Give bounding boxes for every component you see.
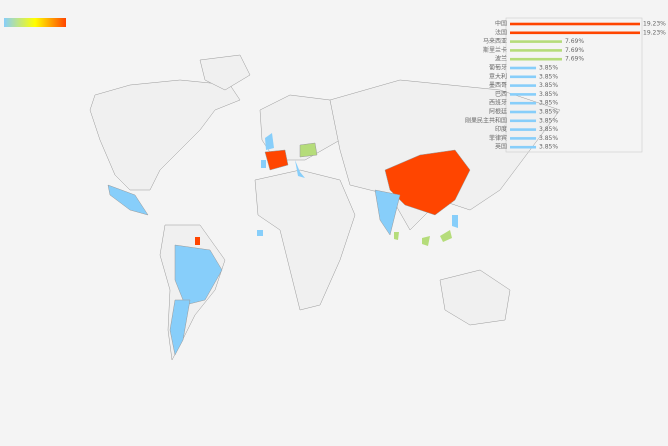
bar (510, 57, 562, 61)
value-label: 3.85% (539, 91, 558, 98)
value-label: 7.69% (565, 38, 584, 45)
value-label: 7.69% (565, 47, 584, 54)
bar (510, 93, 537, 96)
bar (510, 40, 562, 43)
bar-panel (505, 17, 643, 153)
bar-label: 意大利 (489, 72, 507, 80)
value-label: 19.23% (643, 29, 666, 36)
bar-label: 阿根廷 (489, 108, 507, 116)
value-label: 3.85% (539, 65, 558, 72)
bar-label: 波兰 (495, 55, 507, 63)
bar-label: 英国 (495, 143, 507, 151)
bar (510, 119, 537, 123)
bar-label: 巴西 (495, 91, 507, 98)
bar-label: 西班牙 (489, 99, 507, 107)
bar-label: 墨西哥 (489, 82, 507, 89)
bar-label: 斯里兰卡 (483, 46, 507, 54)
bar (510, 49, 562, 52)
value-label: 3.85% (539, 135, 558, 142)
bar (510, 66, 537, 70)
value-label: 3.85% (539, 126, 558, 133)
bar (510, 75, 537, 79)
bar-label: 印度 (495, 125, 507, 133)
bar-label: 马来西亚 (483, 37, 507, 45)
bar-label: 刚果民主共和国 (465, 116, 507, 124)
bar (510, 101, 537, 105)
bar (510, 31, 640, 35)
bar (510, 128, 537, 131)
bar (510, 110, 537, 114)
bar-label: 法国 (495, 28, 507, 36)
value-label: 3.85% (539, 144, 558, 151)
value-label: 3.85% (539, 82, 558, 89)
bar-label: 菲律宾 (489, 134, 507, 142)
bar (510, 145, 537, 149)
world-map (89, 54, 561, 361)
bar (510, 137, 537, 140)
value-label: 3.85% (539, 109, 558, 116)
value-label: 7.69% (565, 56, 584, 63)
bar-label: 中国 (495, 20, 507, 28)
value-label: 3.85% (539, 117, 558, 124)
value-label: 19.23% (643, 21, 666, 28)
bar-label: 葡萄牙 (489, 64, 507, 72)
value-label: 3.85% (539, 73, 558, 80)
bar (510, 84, 537, 87)
bar (510, 22, 640, 26)
visual-map[interactable] (4, 18, 66, 27)
value-label: 3.85% (539, 100, 558, 107)
